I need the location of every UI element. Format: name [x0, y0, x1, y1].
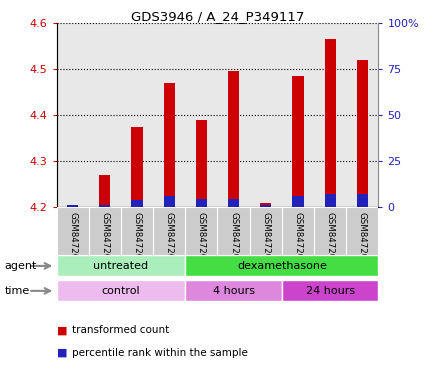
Text: transformed count: transformed count [72, 325, 169, 335]
Bar [324, 39, 335, 207]
Bar [121, 207, 153, 261]
Bar [292, 76, 303, 207]
Text: GSM847208: GSM847208 [325, 212, 334, 265]
Text: ■: ■ [56, 348, 67, 358]
Text: ■: ■ [56, 325, 67, 335]
Bar [163, 83, 174, 207]
Bar [260, 203, 271, 207]
Text: 4 hours: 4 hours [212, 286, 254, 296]
Text: agent: agent [4, 261, 36, 271]
Bar [99, 175, 110, 207]
Bar [56, 207, 89, 261]
Text: percentile rank within the sample: percentile rank within the sample [72, 348, 247, 358]
Bar [195, 120, 207, 207]
Text: time: time [4, 286, 30, 296]
Bar [99, 205, 110, 207]
Bar [185, 207, 217, 261]
Bar [281, 207, 313, 261]
Bar [292, 196, 303, 207]
Bar [185, 280, 281, 301]
Bar [324, 194, 335, 207]
Bar [345, 207, 378, 261]
Text: GSM847207: GSM847207 [293, 212, 302, 265]
Bar [217, 207, 249, 261]
Bar [249, 207, 281, 261]
Text: GDS3946 / A_24_P349117: GDS3946 / A_24_P349117 [131, 10, 303, 23]
Bar [153, 207, 185, 261]
Bar [260, 205, 271, 207]
Text: GSM847205: GSM847205 [229, 212, 237, 265]
Text: control: control [102, 286, 140, 296]
Bar [313, 207, 345, 261]
Bar [67, 205, 78, 207]
Bar [227, 199, 239, 207]
Text: GSM847204: GSM847204 [197, 212, 205, 265]
Bar [356, 194, 367, 207]
Text: GSM847202: GSM847202 [132, 212, 141, 265]
Text: dexamethasone: dexamethasone [237, 261, 326, 271]
Text: GSM847201: GSM847201 [100, 212, 109, 265]
Text: GSM847203: GSM847203 [164, 212, 173, 265]
Text: GSM847209: GSM847209 [357, 212, 366, 264]
Bar [356, 60, 367, 207]
Bar [227, 71, 239, 207]
Text: GSM847206: GSM847206 [261, 212, 270, 265]
Bar [89, 207, 121, 261]
Text: untreated: untreated [93, 261, 148, 271]
Bar [185, 255, 378, 276]
Bar [56, 280, 185, 301]
Bar [131, 127, 142, 207]
Bar [131, 200, 142, 207]
Text: 24 hours: 24 hours [305, 286, 354, 296]
Bar [195, 199, 207, 207]
Bar [163, 196, 174, 207]
Bar [281, 280, 378, 301]
Bar [56, 255, 185, 276]
Text: GSM847200: GSM847200 [68, 212, 77, 265]
